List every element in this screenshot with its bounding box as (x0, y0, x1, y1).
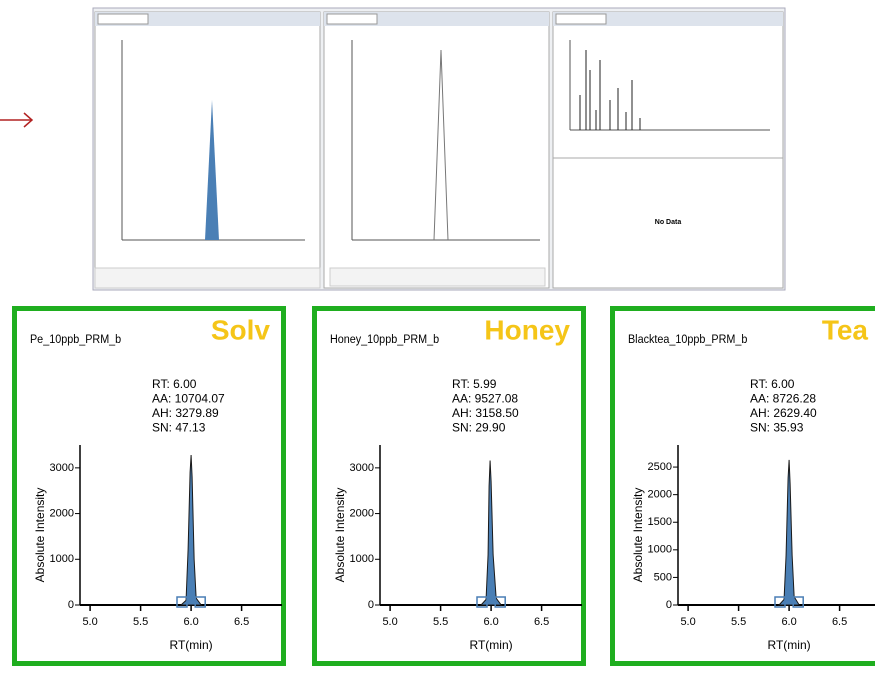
peak-annotation: SN: 29.90 (452, 421, 506, 435)
sample-label: Honey (484, 314, 570, 345)
peak-annotation: RT: 6.00 (152, 377, 197, 391)
peak-annotation: AH: 2629.40 (750, 406, 817, 420)
x-tick-label: 6.5 (234, 616, 249, 628)
sample-label: Tea (822, 314, 869, 345)
x-tick-label: 5.5 (731, 616, 746, 628)
peak-annotation: AH: 3158.50 (452, 406, 519, 420)
chart-title: Pe_10ppb_PRM_b (30, 334, 121, 347)
panel-border (15, 309, 284, 664)
peak-annotation: AA: 9527.08 (452, 392, 518, 406)
x-tick-label: 6.0 (183, 616, 198, 628)
y-tick-label: 1500 (648, 516, 672, 528)
screen: No Data Pe_10ppb_PRM_bSolvRT: 6.00AA: 10… (0, 0, 875, 673)
panel-border (613, 309, 875, 664)
x-tick-label: 6.0 (483, 616, 498, 628)
sample-label: Solv (211, 314, 271, 345)
x-tick-label: 6.5 (534, 616, 549, 628)
y-tick-label: 2000 (350, 507, 374, 519)
chart-title: Honey_10ppb_PRM_b (330, 334, 439, 347)
y-tick-label: 2500 (648, 461, 672, 473)
x-tick-label: 5.0 (82, 616, 97, 628)
x-tick-label: 6.0 (781, 616, 796, 628)
x-axis-label: RT(min) (768, 638, 811, 652)
x-tick-label: 6.5 (832, 616, 847, 628)
x-axis-label: RT(min) (470, 638, 513, 652)
y-tick-label: 1000 (50, 553, 74, 565)
peak-annotation: SN: 35.93 (750, 421, 804, 435)
y-tick-label: 1000 (350, 553, 374, 565)
arrow (0, 113, 32, 127)
peak-annotation: SN: 47.13 (152, 421, 206, 435)
y-tick-label: 2000 (50, 507, 74, 519)
x-tick-label: 5.0 (680, 616, 695, 628)
x-tick-label: 5.5 (133, 616, 148, 628)
peak-annotation: RT: 5.99 (452, 377, 497, 391)
y-axis-label: Absolute Intensity (33, 488, 47, 583)
panel-border (315, 309, 584, 664)
software-screenshot: No Data (93, 8, 785, 290)
chart-title: Blacktea_10ppb_PRM_b (628, 334, 747, 347)
x-tick-label: 5.0 (382, 616, 397, 628)
y-tick-label: 0 (68, 599, 74, 611)
y-tick-label: 0 (666, 599, 672, 611)
y-tick-label: 1000 (648, 544, 672, 556)
peak-annotation: AA: 10704.07 (152, 392, 225, 406)
x-axis-label: RT(min) (170, 638, 213, 652)
x-tick-label: 5.5 (433, 616, 448, 628)
y-tick-label: 3000 (350, 462, 374, 474)
peak-annotation: AH: 3279.89 (152, 406, 219, 420)
y-axis-label: Absolute Intensity (333, 488, 347, 583)
y-tick-label: 0 (368, 599, 374, 611)
peak-annotation: AA: 8726.28 (750, 392, 816, 406)
y-tick-label: 2000 (648, 489, 672, 501)
y-tick-label: 500 (654, 571, 672, 583)
y-tick-label: 3000 (50, 462, 74, 474)
y-axis-label: Absolute Intensity (631, 488, 645, 583)
peak-annotation: RT: 6.00 (750, 377, 795, 391)
page: No Data Pe_10ppb_PRM_bSolvRT: 6.00AA: 10… (0, 0, 875, 673)
no-data-text: No Data (655, 219, 682, 226)
